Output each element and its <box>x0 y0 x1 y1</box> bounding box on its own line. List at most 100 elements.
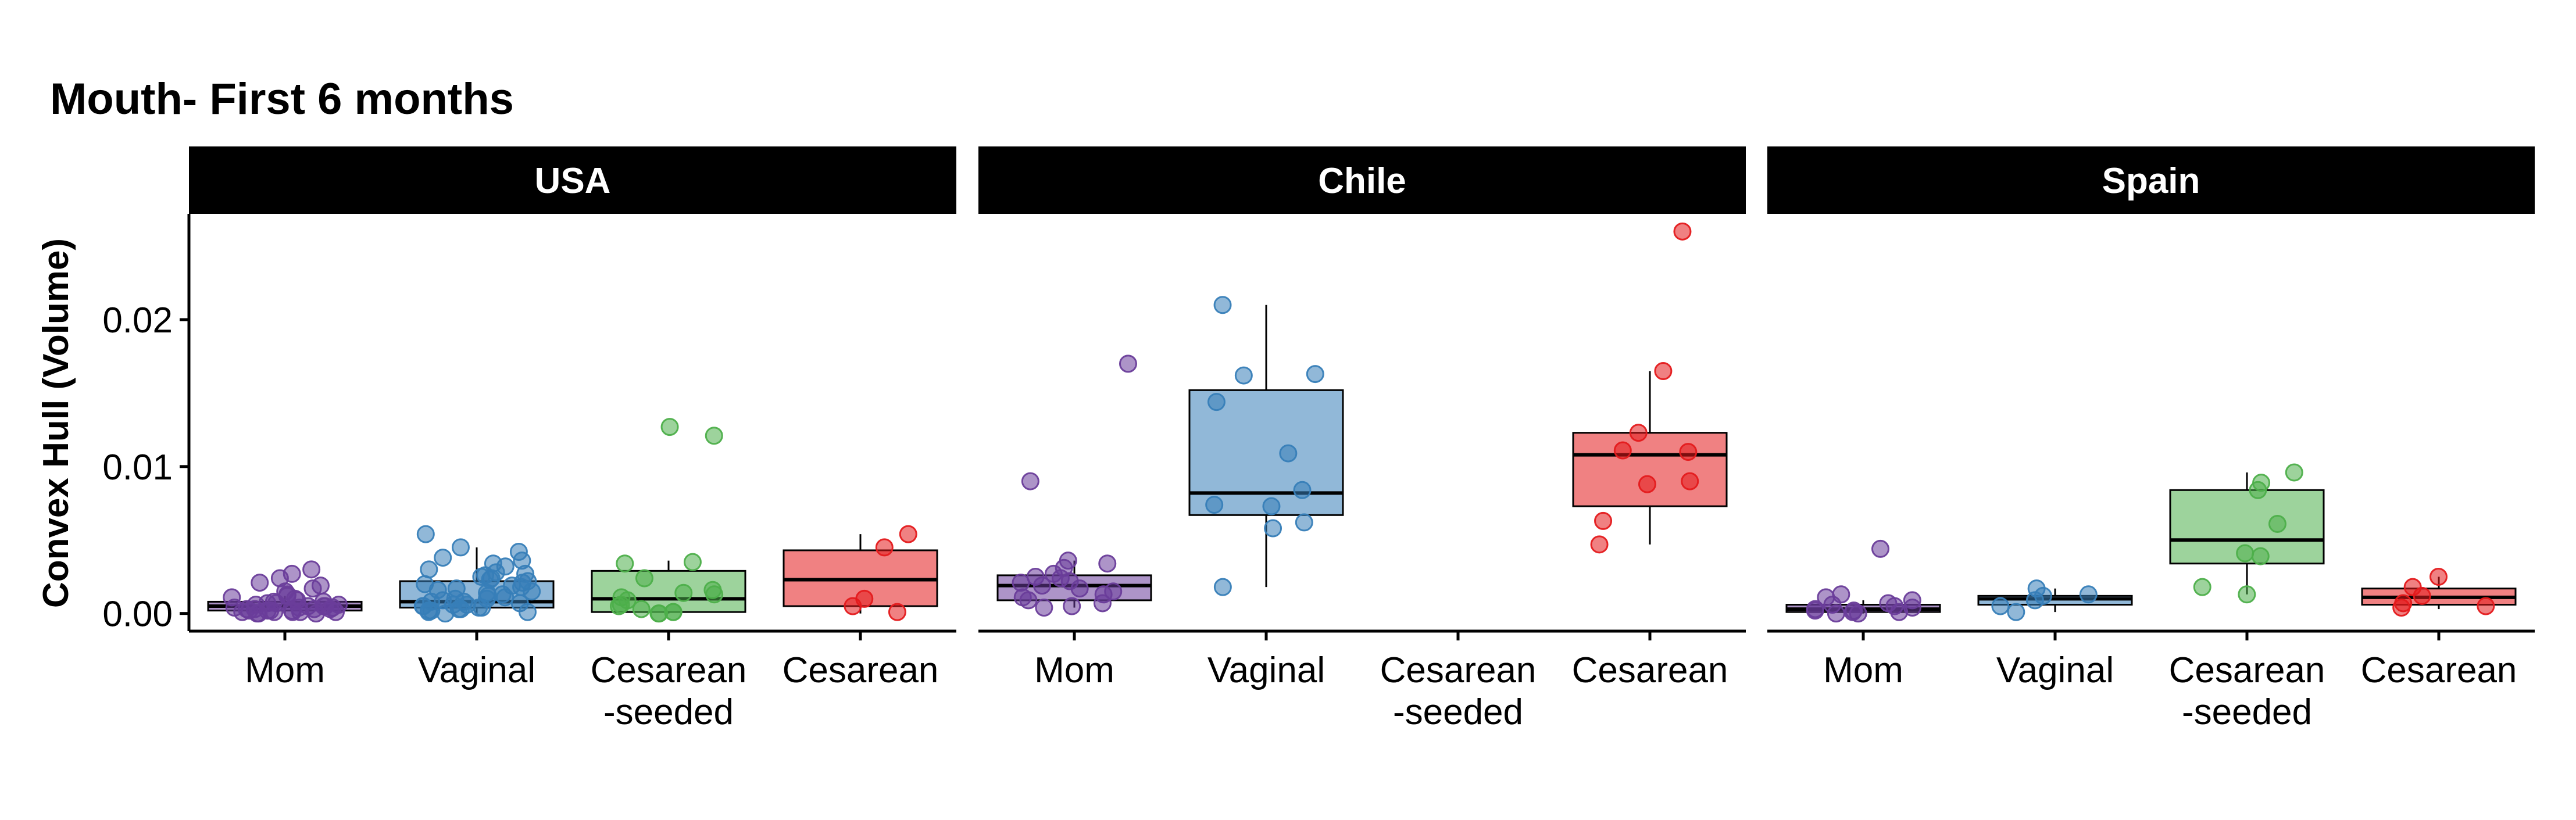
data-point <box>2238 585 2256 604</box>
x-tick-label: Cesarean <box>1572 650 1728 690</box>
strip-spain <box>1767 146 2535 214</box>
data-point <box>1213 296 1232 314</box>
data-point <box>470 599 488 617</box>
data-point <box>327 603 345 621</box>
data-point <box>1679 443 1698 461</box>
data-point <box>649 604 668 623</box>
data-point <box>1035 599 1053 617</box>
x-tick-label: Vaginal <box>418 650 535 690</box>
data-point <box>1213 578 1232 596</box>
data-point <box>2236 544 2255 563</box>
x-tick-label: Cesarean <box>2169 650 2325 690</box>
x-tick-label: -seeded <box>1393 692 1523 732</box>
data-point <box>302 560 321 579</box>
strip-label: USA <box>535 161 611 201</box>
box-iqr <box>1572 432 1728 507</box>
x-tick-label: Mom <box>245 650 325 690</box>
data-point <box>291 603 310 621</box>
data-point <box>1654 362 1673 381</box>
data-point <box>1871 539 1889 558</box>
data-point <box>2249 481 2267 499</box>
data-point <box>1590 535 1609 554</box>
data-point <box>1295 513 1313 532</box>
data-point <box>1827 604 1845 623</box>
data-point <box>496 588 515 607</box>
data-point <box>249 604 268 623</box>
data-point <box>609 597 628 615</box>
box-mom <box>207 560 363 623</box>
chart-title: Mouth- First 6 months <box>50 74 514 124</box>
x-tick-label: Mom <box>1823 650 1903 690</box>
data-point <box>1279 444 1298 463</box>
y-tick-label: 0.01 <box>102 447 173 488</box>
y-axis: 0.00 0.01 0.02 <box>102 214 191 635</box>
data-point <box>416 525 435 543</box>
data-point <box>419 603 438 621</box>
box-vaginal <box>399 525 555 623</box>
box-mom <box>1785 539 1941 623</box>
data-point <box>434 549 452 567</box>
data-point <box>1019 591 1038 610</box>
data-point <box>1032 576 1051 595</box>
data-point <box>1021 472 1039 490</box>
box-cesarean-seeded <box>591 418 746 623</box>
x-tick-label: Cesarean <box>783 650 939 690</box>
x-tick-label: Cesarean <box>2361 650 2517 690</box>
data-point <box>1262 497 1281 515</box>
data-point <box>303 579 322 598</box>
data-point <box>1806 601 1824 620</box>
data-point <box>1849 604 1867 623</box>
data-point <box>2079 585 2098 604</box>
strip-label: Chile <box>1318 161 1406 201</box>
data-point <box>1234 366 1253 385</box>
data-point <box>899 525 917 543</box>
data-point <box>875 538 894 557</box>
data-point <box>420 560 438 579</box>
data-point <box>2268 514 2286 533</box>
x-tick-label: Vaginal <box>1996 650 2114 690</box>
data-point <box>683 553 702 571</box>
x-tick-label: -seeded <box>603 692 734 732</box>
data-point <box>518 603 537 621</box>
strip-label: Spain <box>2102 161 2200 201</box>
data-point <box>1613 441 1632 460</box>
data-point <box>265 603 284 621</box>
data-point <box>1070 579 1089 598</box>
data-point <box>2025 591 2044 610</box>
data-point <box>2477 597 2495 615</box>
box-cesarean <box>2361 567 2517 617</box>
data-point <box>1098 554 1117 573</box>
data-point <box>844 597 862 615</box>
data-point <box>451 538 470 557</box>
data-point <box>1306 365 1324 384</box>
strip-chile <box>978 146 1746 214</box>
box-cesarean <box>1572 222 1728 554</box>
data-point <box>2413 586 2431 605</box>
data-point <box>2285 463 2303 482</box>
data-point <box>1293 481 1312 499</box>
data-point <box>523 582 541 601</box>
data-point <box>1207 393 1226 411</box>
data-point <box>2007 603 2025 621</box>
x-tick-label: Cesarean <box>1380 650 1537 690</box>
x-tick-label: Vaginal <box>1207 650 1325 690</box>
strip-usa <box>189 146 956 214</box>
data-point <box>1890 603 1909 621</box>
data-point <box>2193 578 2211 596</box>
x-tick-label: Cesarean <box>591 650 747 690</box>
data-point <box>1629 424 1648 442</box>
data-point <box>674 583 693 602</box>
x-tick-label: Mom <box>1034 650 1114 690</box>
data-point <box>1594 511 1613 530</box>
box-vaginal <box>1977 579 2133 621</box>
data-point <box>251 574 269 592</box>
data-point <box>1638 475 1656 493</box>
y-tick-label: 0.02 <box>102 300 173 341</box>
data-point <box>1012 574 1030 592</box>
data-point <box>2392 599 2411 617</box>
